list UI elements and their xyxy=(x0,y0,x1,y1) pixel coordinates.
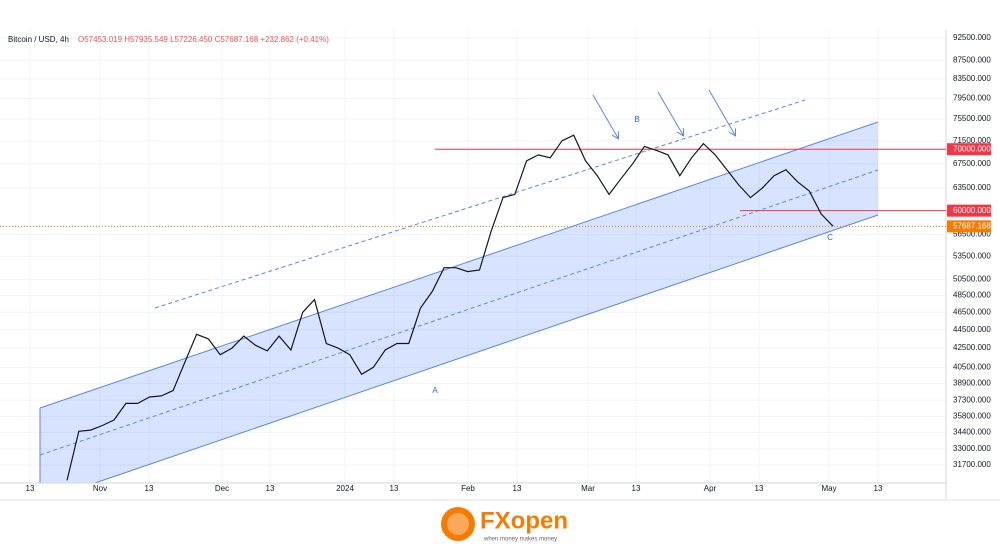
channel-mid xyxy=(39,169,879,456)
y-tick-label: 31700.000 xyxy=(953,460,991,469)
x-tick-label: 13 xyxy=(266,484,275,493)
y-tick-label: 87500.000 xyxy=(953,55,991,64)
x-tick-label: 13 xyxy=(390,484,399,493)
channel-upper xyxy=(39,121,879,409)
y-tick-label: 83500.000 xyxy=(953,74,991,83)
level-label-box xyxy=(947,143,991,156)
x-tick-label: Mar xyxy=(581,484,595,493)
arrow xyxy=(657,91,683,135)
y-tick-label: 33000.000 xyxy=(953,444,991,453)
chart-title: Bitcoin / USD, 4h xyxy=(8,35,69,44)
price-line xyxy=(66,134,834,481)
x-tick-label: Dec xyxy=(215,484,229,493)
y-tick-label: 79500.000 xyxy=(953,94,991,103)
y-tick-label: 50500.000 xyxy=(953,274,991,283)
level-label: 70000.000 xyxy=(953,144,991,153)
y-tick-label: 48500.000 xyxy=(953,291,991,300)
tagline: when money makes money xyxy=(483,537,557,543)
x-tick-label: Apr xyxy=(704,484,717,493)
y-tick-label: 37300.000 xyxy=(953,395,991,404)
x-tick-label: 13 xyxy=(145,484,154,493)
y-tick-label: 35800.000 xyxy=(953,412,991,421)
grid xyxy=(0,30,946,483)
y-tick-label: 71500.000 xyxy=(953,136,991,145)
arrow xyxy=(708,89,735,135)
last-price-box xyxy=(947,220,991,233)
x-tick-label: 13 xyxy=(513,484,522,493)
y-tick-label: 56500.000 xyxy=(953,230,991,239)
logo-icon xyxy=(441,507,475,541)
x-tick-label: May xyxy=(821,484,836,493)
y-tick-label: 44500.000 xyxy=(953,325,991,334)
chart-subtitle: O57453.019 H57935.549 L57226.450 C57687.… xyxy=(78,35,329,44)
x-tick-label: Feb xyxy=(461,484,475,493)
y-tick-label: 53500.000 xyxy=(953,251,991,260)
last-price-label: 57687.168 xyxy=(953,221,991,230)
y-tick-label: 46500.000 xyxy=(953,307,991,316)
level-label: 60000.000 xyxy=(953,206,991,215)
channel-fill xyxy=(40,122,878,483)
level-label-box xyxy=(947,204,991,217)
channel-outer xyxy=(154,99,806,309)
brand: FXopen xyxy=(480,507,568,534)
y-tick-label: 75500.000 xyxy=(953,114,991,123)
x-tick-label: Nov xyxy=(93,484,107,493)
y-tick-label: 34400.000 xyxy=(953,428,991,437)
x-tick-label: 13 xyxy=(632,484,641,493)
x-tick-label: 13 xyxy=(874,484,883,493)
annotation: A xyxy=(432,386,438,395)
logo-icon-inner xyxy=(447,513,469,535)
x-tick-label: 13 xyxy=(26,484,35,493)
channel-lower xyxy=(94,214,879,484)
arrow xyxy=(592,94,618,138)
y-tick-label: 42500.000 xyxy=(953,343,991,352)
y-tick-label: 63500.000 xyxy=(953,183,991,192)
x-tick-label: 13 xyxy=(755,484,764,493)
y-tick-label: 67500.000 xyxy=(953,159,991,168)
x-tick-label: 2024 xyxy=(336,484,354,493)
y-tick-label: 40500.000 xyxy=(953,362,991,371)
y-tick-label: 38900.000 xyxy=(953,379,991,388)
annotation: B xyxy=(634,115,639,124)
y-tick-label: 92500.000 xyxy=(953,33,991,42)
annotation: C xyxy=(827,233,833,242)
